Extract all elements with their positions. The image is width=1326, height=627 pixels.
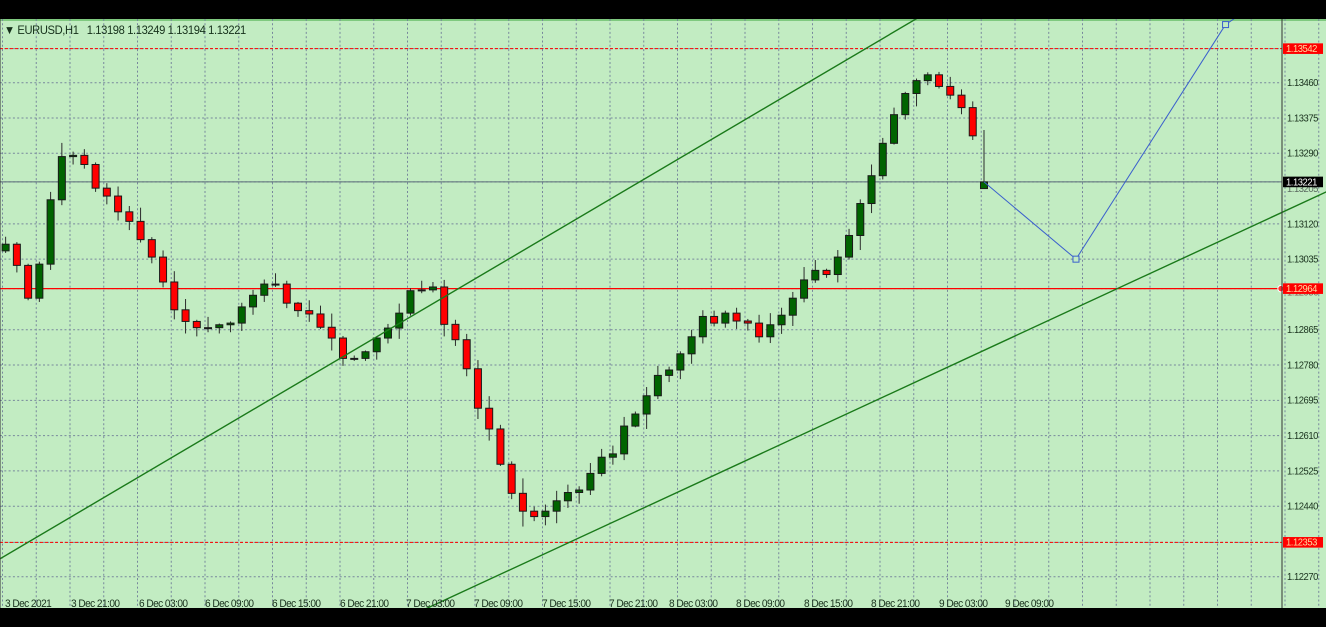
svg-text:1.12353: 1.12353 [1286,537,1318,549]
svg-text:1.13120: 1.13120 [1287,219,1319,231]
svg-text:1.13460: 1.13460 [1287,78,1319,90]
svg-text:1.12695: 1.12695 [1287,395,1319,407]
svg-text:1.12964: 1.12964 [1286,284,1318,296]
svg-text:1.12525: 1.12525 [1287,466,1319,478]
svg-text:1.12440: 1.12440 [1287,501,1319,513]
svg-text:1.12865: 1.12865 [1287,325,1319,337]
svg-text:1.13375: 1.13375 [1287,113,1319,125]
svg-text:1.13035: 1.13035 [1287,254,1319,266]
svg-text:1.13221: 1.13221 [1286,177,1318,189]
svg-text:1.13542: 1.13542 [1286,44,1318,56]
svg-text:1.12270: 1.12270 [1287,572,1319,584]
svg-text:1.12780: 1.12780 [1287,360,1319,372]
svg-text:1.13290: 1.13290 [1287,148,1319,160]
svg-text:1.12610: 1.12610 [1287,431,1319,443]
